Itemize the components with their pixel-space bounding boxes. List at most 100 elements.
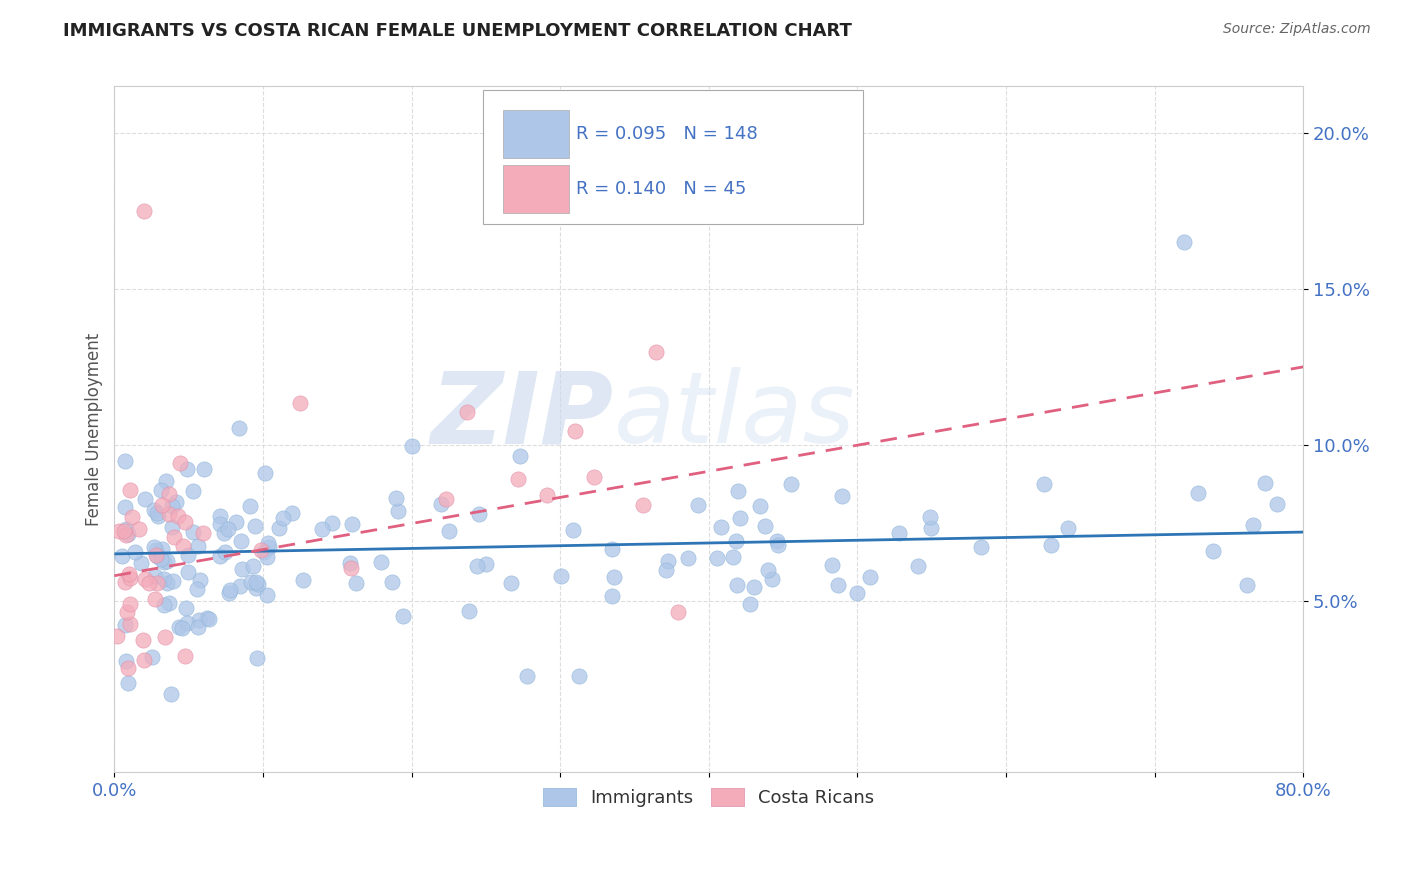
Point xyxy=(688,498,710,512)
Point xyxy=(208,508,231,523)
Point xyxy=(465,559,488,574)
Point xyxy=(231,561,253,575)
Point xyxy=(247,576,270,591)
Point xyxy=(174,601,197,615)
Point xyxy=(249,543,271,558)
Point xyxy=(845,586,868,600)
Point xyxy=(727,483,749,498)
Point xyxy=(392,609,415,624)
Point xyxy=(229,579,252,593)
Point xyxy=(212,525,235,540)
Point xyxy=(157,486,180,500)
Point xyxy=(159,687,181,701)
Point xyxy=(219,583,242,598)
Point xyxy=(281,506,304,520)
Point xyxy=(150,498,173,512)
Text: R = 0.140   N = 45: R = 0.140 N = 45 xyxy=(575,180,747,198)
Point xyxy=(169,456,191,470)
Point xyxy=(153,555,176,569)
Point xyxy=(162,530,184,544)
Point xyxy=(208,549,231,563)
Point xyxy=(218,586,240,600)
Point xyxy=(467,508,489,522)
Point xyxy=(387,504,409,518)
Point xyxy=(246,651,269,665)
Point xyxy=(115,528,138,542)
Point xyxy=(340,517,363,532)
Point xyxy=(385,491,408,506)
Point xyxy=(146,509,169,524)
Point xyxy=(738,597,761,611)
Point xyxy=(253,466,276,480)
Point xyxy=(827,578,849,592)
Point xyxy=(344,575,367,590)
Point xyxy=(117,675,139,690)
Point xyxy=(195,611,218,625)
Point xyxy=(256,549,278,564)
Point xyxy=(256,536,278,550)
Point xyxy=(742,580,765,594)
Point xyxy=(114,575,136,590)
Point xyxy=(600,589,623,603)
Point xyxy=(114,618,136,632)
Point xyxy=(257,541,280,555)
Point xyxy=(676,551,699,566)
Point xyxy=(779,477,801,491)
Point xyxy=(121,509,143,524)
Point xyxy=(710,519,733,533)
Point xyxy=(721,550,744,565)
Point xyxy=(198,612,221,626)
Point xyxy=(768,538,790,552)
Point xyxy=(105,629,128,643)
Point xyxy=(434,492,457,507)
Point xyxy=(766,533,789,548)
Point xyxy=(256,588,278,602)
Point xyxy=(193,462,215,476)
Point xyxy=(153,572,176,586)
Point xyxy=(186,582,208,596)
Point xyxy=(561,523,583,537)
Point xyxy=(145,542,167,557)
Point xyxy=(1187,486,1209,500)
Point xyxy=(231,533,253,548)
Point xyxy=(1039,538,1062,552)
Point xyxy=(1032,477,1054,491)
Point xyxy=(214,545,236,559)
Point xyxy=(124,544,146,558)
Point xyxy=(118,483,141,498)
Point xyxy=(499,576,522,591)
Point xyxy=(156,576,179,591)
Point xyxy=(208,517,231,532)
Point xyxy=(162,574,184,589)
Point xyxy=(217,522,239,536)
Point xyxy=(831,489,853,503)
Point xyxy=(242,558,264,573)
Point xyxy=(117,527,139,541)
Point xyxy=(859,570,882,584)
Point xyxy=(172,621,194,635)
Text: ZIP: ZIP xyxy=(430,367,613,464)
Point xyxy=(429,497,451,511)
Point xyxy=(142,502,165,516)
Point xyxy=(118,570,141,584)
Point xyxy=(970,540,993,554)
Point xyxy=(456,405,478,419)
Point xyxy=(748,500,770,514)
Point xyxy=(645,344,668,359)
Point xyxy=(132,633,155,648)
Point xyxy=(181,524,204,539)
Point xyxy=(176,616,198,631)
Point xyxy=(129,556,152,570)
Point xyxy=(761,572,783,586)
Point xyxy=(550,569,572,583)
Point xyxy=(245,519,267,533)
Point xyxy=(475,557,498,571)
Point xyxy=(568,669,591,683)
Point xyxy=(165,495,187,509)
Point xyxy=(728,511,751,525)
Point xyxy=(143,591,166,606)
Point xyxy=(245,581,267,595)
Point xyxy=(108,524,131,539)
Point xyxy=(401,439,423,453)
Point xyxy=(155,474,177,488)
